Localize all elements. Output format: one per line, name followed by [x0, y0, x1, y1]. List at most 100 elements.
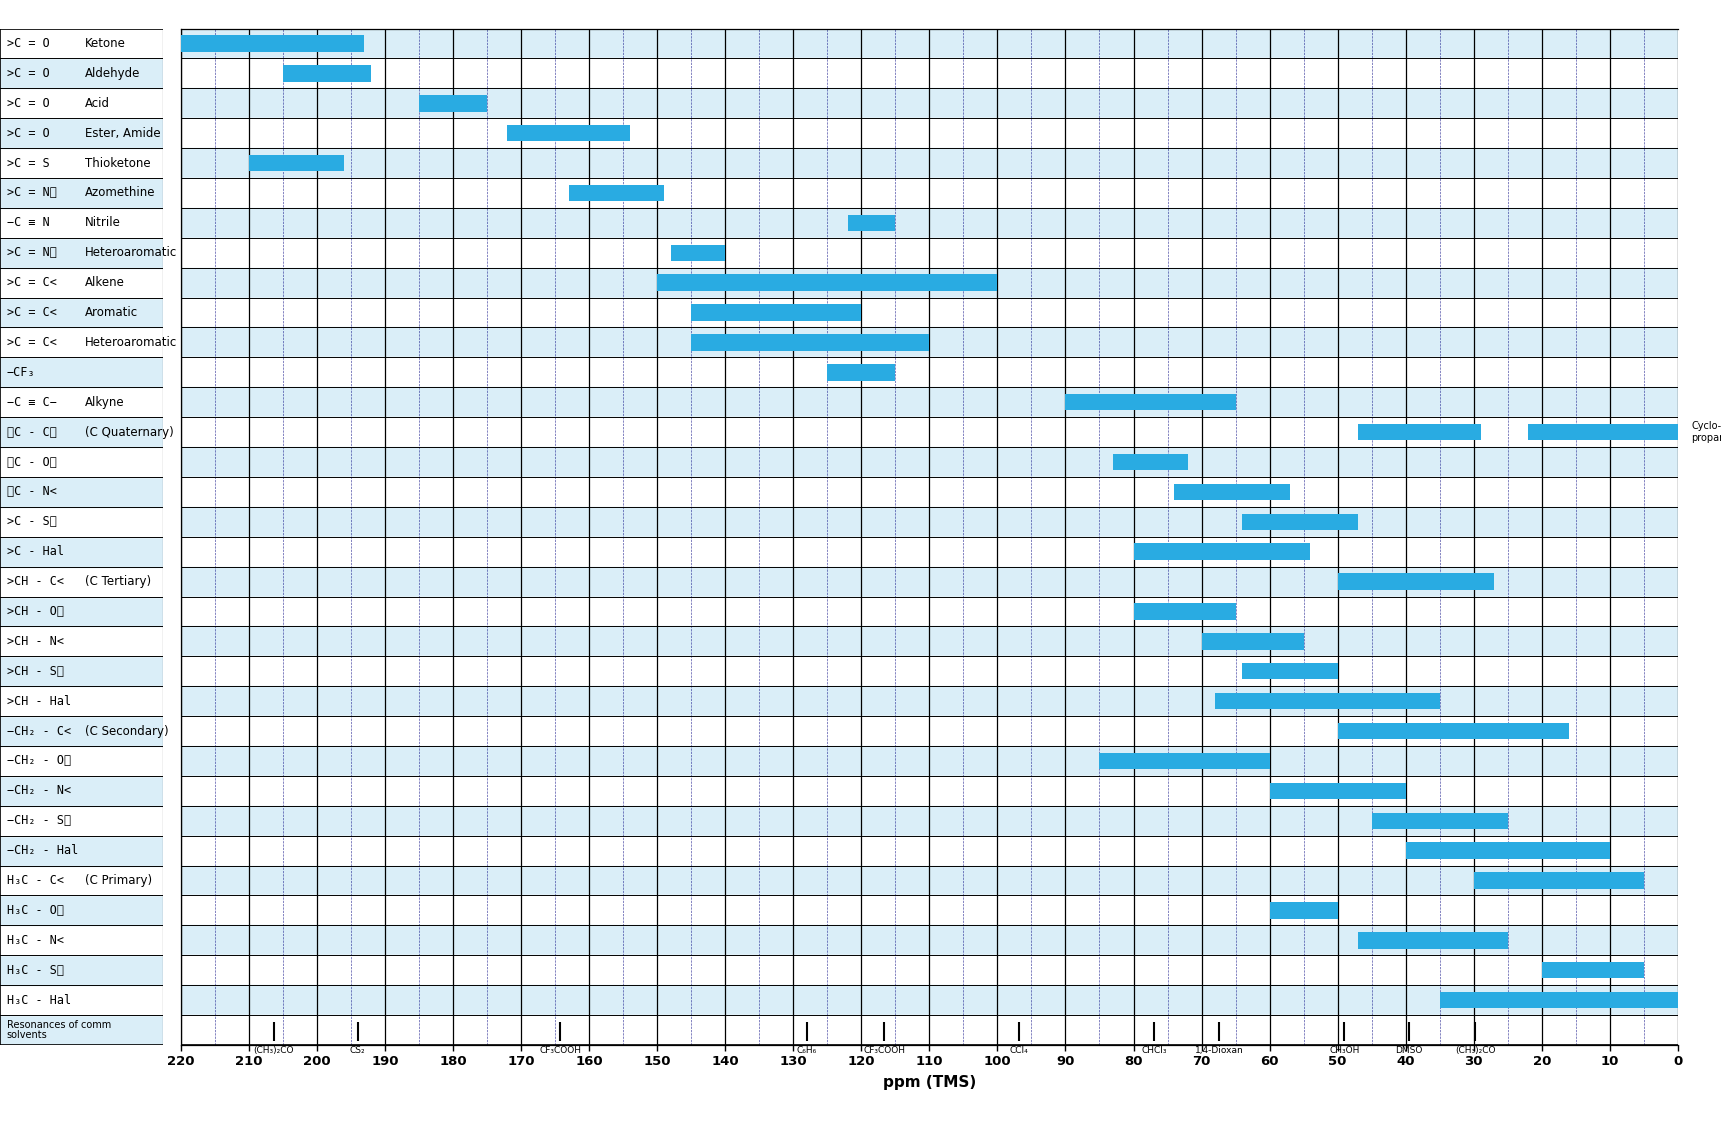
- Bar: [181, 58, 1678, 88]
- Bar: [181, 836, 1678, 866]
- Text: Heteroaromatic: Heteroaromatic: [84, 336, 177, 349]
- Bar: [0, 686, 163, 716]
- Text: Alkene: Alkene: [84, 276, 126, 289]
- Text: >C = N∖: >C = N∖: [7, 186, 57, 200]
- Text: >CH - S∖: >CH - S∖: [7, 665, 64, 677]
- Text: Resonances of comm: Resonances of comm: [7, 1020, 110, 1030]
- Text: −CH₂ - Hal: −CH₂ - Hal: [7, 844, 77, 858]
- Text: −CH₂ - O∖: −CH₂ - O∖: [7, 755, 71, 767]
- Bar: [181, 627, 1678, 657]
- Text: 1,4-Dioxan: 1,4-Dioxan: [1194, 1046, 1244, 1055]
- Bar: [181, 119, 1678, 148]
- Bar: [181, 657, 1678, 686]
- Bar: [0, 178, 163, 208]
- Text: >CH - N<: >CH - N<: [7, 635, 64, 648]
- Bar: [181, 178, 1678, 208]
- Text: (CH₃)₂CO: (CH₃)₂CO: [253, 1046, 294, 1055]
- Text: ≫C - N<: ≫C - N<: [7, 485, 57, 498]
- Bar: [0, 566, 163, 596]
- Text: ≫C - C≬: ≫C - C≬: [7, 426, 57, 439]
- Bar: [181, 686, 1678, 716]
- Text: DMSO: DMSO: [1396, 1046, 1423, 1055]
- Bar: [0, 357, 163, 387]
- Text: Nitrile: Nitrile: [84, 216, 120, 230]
- Bar: [181, 866, 1678, 895]
- Text: ≫C - O∖: ≫C - O∖: [7, 456, 57, 468]
- X-axis label: ppm (TMS): ppm (TMS): [883, 1076, 976, 1091]
- Bar: [0, 447, 163, 477]
- Bar: [0, 775, 163, 806]
- Text: −CH₂ - C<: −CH₂ - C<: [7, 724, 71, 738]
- Bar: [0, 627, 163, 657]
- Bar: [181, 29, 1678, 58]
- Text: >C = S: >C = S: [7, 156, 50, 169]
- Bar: [0, 507, 163, 537]
- Text: >CH - O∖: >CH - O∖: [7, 605, 64, 618]
- Bar: [0, 58, 163, 88]
- Text: CS₂: CS₂: [349, 1046, 365, 1055]
- Bar: [0, 986, 163, 1015]
- Text: >C = C<: >C = C<: [7, 276, 57, 289]
- Text: Cyclo-
propan: Cyclo- propan: [1692, 421, 1721, 443]
- Text: H₃C - N<: H₃C - N<: [7, 934, 64, 947]
- Bar: [0, 119, 163, 148]
- Bar: [0, 806, 163, 836]
- Text: Aldehyde: Aldehyde: [84, 67, 141, 80]
- Bar: [181, 806, 1678, 836]
- Bar: [181, 986, 1678, 1015]
- Bar: [0, 596, 163, 627]
- Bar: [0, 88, 163, 119]
- Bar: [0, 267, 163, 298]
- Text: >C = N∖: >C = N∖: [7, 247, 57, 259]
- Text: >C = C<: >C = C<: [7, 336, 57, 349]
- Text: (C Quaternary): (C Quaternary): [84, 426, 174, 439]
- Bar: [0, 298, 163, 328]
- Text: CF₃COOH: CF₃COOH: [864, 1046, 905, 1055]
- Bar: [0, 148, 163, 178]
- Bar: [0, 537, 163, 566]
- Text: −C ≡ N: −C ≡ N: [7, 216, 50, 230]
- Text: Ester, Amide: Ester, Amide: [84, 127, 160, 139]
- Bar: [181, 566, 1678, 596]
- Text: Heteroaromatic: Heteroaromatic: [84, 247, 177, 259]
- Text: (CH₃)₂CO: (CH₃)₂CO: [1454, 1046, 1496, 1055]
- Text: (C Tertiary): (C Tertiary): [84, 576, 151, 588]
- Text: −C ≡ C−: −C ≡ C−: [7, 396, 57, 409]
- Bar: [181, 447, 1678, 477]
- Bar: [181, 298, 1678, 328]
- Text: Thioketone: Thioketone: [84, 156, 151, 169]
- Bar: [181, 148, 1678, 178]
- Text: (C Primary): (C Primary): [84, 874, 151, 887]
- Bar: [181, 357, 1678, 387]
- Text: >C = O: >C = O: [7, 37, 50, 50]
- Text: solvents: solvents: [7, 1030, 46, 1040]
- Bar: [181, 746, 1678, 775]
- Bar: [181, 955, 1678, 986]
- Bar: [0, 477, 163, 507]
- Bar: [0, 836, 163, 866]
- Text: Alkyne: Alkyne: [84, 396, 124, 409]
- Bar: [0, 955, 163, 986]
- Bar: [181, 716, 1678, 746]
- Text: −CH₂ - S∖: −CH₂ - S∖: [7, 814, 71, 827]
- Bar: [0, 238, 163, 267]
- Bar: [0, 716, 163, 746]
- Text: CF₃COOH: CF₃COOH: [539, 1046, 582, 1055]
- Bar: [181, 387, 1678, 417]
- Bar: [0, 1015, 163, 1045]
- Text: H₃C - S∖: H₃C - S∖: [7, 964, 64, 976]
- Bar: [0, 208, 163, 238]
- Text: >C = O: >C = O: [7, 127, 50, 139]
- Bar: [0, 746, 163, 775]
- Bar: [181, 1015, 1678, 1045]
- Text: H₃C - C<: H₃C - C<: [7, 874, 64, 887]
- Bar: [181, 267, 1678, 298]
- Bar: [181, 417, 1678, 447]
- Text: CHCl₃: CHCl₃: [1141, 1046, 1167, 1055]
- Bar: [181, 925, 1678, 955]
- Bar: [181, 328, 1678, 357]
- Bar: [0, 866, 163, 895]
- Text: CCl₄: CCl₄: [1010, 1046, 1029, 1055]
- Bar: [181, 238, 1678, 267]
- Text: (C Secondary): (C Secondary): [84, 724, 169, 738]
